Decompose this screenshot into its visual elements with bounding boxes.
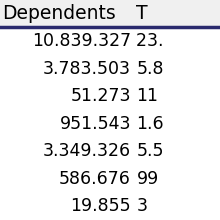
Text: 23.: 23.	[136, 32, 173, 50]
Text: 10.839.327: 10.839.327	[32, 32, 131, 50]
Text: 19.855: 19.855	[70, 197, 131, 215]
Bar	[0, 82, 220, 110]
Bar	[0, 165, 220, 192]
Text: 5.8: 5.8	[136, 60, 164, 78]
Bar	[0, 55, 220, 82]
Bar	[0, 138, 220, 165]
Text: 586.676: 586.676	[59, 170, 131, 188]
Bar	[0, 110, 220, 138]
Text: T: T	[136, 4, 148, 23]
Text: 951.543: 951.543	[59, 115, 131, 133]
Text: Dependents: Dependents	[2, 4, 116, 23]
Text: 3.349.326: 3.349.326	[43, 142, 131, 160]
Bar	[0, 192, 220, 220]
Text: 3: 3	[136, 197, 147, 215]
Text: 3.783.503: 3.783.503	[43, 60, 131, 78]
Text: 99: 99	[136, 170, 159, 188]
Text: 11: 11	[136, 87, 158, 105]
Bar	[0, 0, 220, 28]
Text: 51.273: 51.273	[70, 87, 131, 105]
Text: 1.6: 1.6	[136, 115, 164, 133]
Bar	[0, 28, 220, 55]
Text: 5.5: 5.5	[136, 142, 164, 160]
